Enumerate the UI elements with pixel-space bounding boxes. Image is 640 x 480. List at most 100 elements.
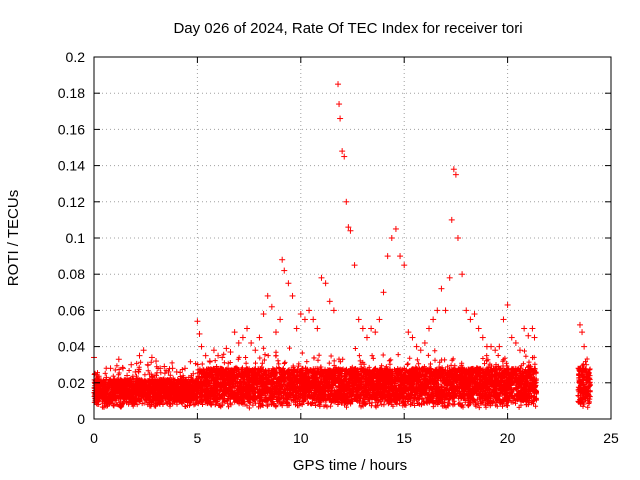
data-point bbox=[301, 316, 308, 323]
data-point bbox=[322, 280, 329, 287]
data-point bbox=[268, 303, 275, 310]
data-point bbox=[426, 325, 433, 332]
x-tick-label: 10 bbox=[293, 430, 309, 446]
data-point bbox=[306, 307, 313, 314]
data-point bbox=[223, 345, 230, 352]
data-point bbox=[467, 316, 474, 323]
data-point bbox=[314, 325, 321, 332]
data-point bbox=[198, 343, 205, 350]
chart-title: Day 026 of 2024, Rate Of TEC Index for r… bbox=[173, 20, 522, 37]
data-point bbox=[492, 347, 499, 354]
data-point bbox=[128, 361, 135, 368]
data-point bbox=[206, 358, 213, 365]
y-tick-label: 0.16 bbox=[58, 121, 85, 137]
data-point bbox=[196, 330, 203, 337]
data-point bbox=[264, 292, 271, 299]
data-point bbox=[525, 332, 532, 339]
data-point bbox=[177, 376, 184, 383]
data-point bbox=[310, 316, 317, 323]
y-tick-label: 0 bbox=[77, 411, 85, 427]
data-point bbox=[252, 347, 259, 354]
data-point bbox=[289, 292, 296, 299]
data-point bbox=[442, 307, 449, 314]
data-point bbox=[446, 274, 453, 281]
data-point bbox=[463, 307, 470, 314]
data-point bbox=[148, 354, 155, 361]
data-point bbox=[355, 316, 362, 323]
x-tick-label: 25 bbox=[603, 430, 619, 446]
data-point bbox=[132, 368, 139, 375]
data-point bbox=[124, 372, 131, 379]
data-point bbox=[500, 316, 507, 323]
y-tick-label: 0.1 bbox=[66, 230, 86, 246]
data-point bbox=[417, 347, 424, 354]
x-axis-label: GPS time / hours bbox=[293, 457, 407, 474]
data-point bbox=[384, 253, 391, 260]
data-point bbox=[421, 339, 428, 346]
data-point bbox=[401, 262, 408, 269]
data-point bbox=[101, 379, 108, 386]
data-point bbox=[529, 325, 536, 332]
data-point bbox=[359, 325, 366, 332]
data-point bbox=[392, 225, 399, 232]
data-point bbox=[272, 329, 279, 336]
data-point bbox=[186, 379, 193, 386]
data-point bbox=[438, 285, 445, 292]
data-point bbox=[281, 267, 288, 274]
data-point bbox=[326, 298, 333, 305]
data-point bbox=[341, 153, 348, 160]
data-point bbox=[285, 280, 292, 287]
data-points bbox=[91, 81, 592, 401]
y-tick-label: 0.04 bbox=[58, 339, 85, 355]
data-point bbox=[337, 115, 344, 122]
x-tick-label: 15 bbox=[396, 430, 412, 446]
data-point bbox=[496, 343, 503, 350]
data-point bbox=[585, 370, 592, 377]
data-point bbox=[219, 354, 226, 361]
data-point bbox=[409, 334, 416, 341]
data-point bbox=[380, 289, 387, 296]
data-point bbox=[227, 349, 234, 356]
data-point bbox=[318, 274, 325, 281]
data-point bbox=[161, 363, 168, 370]
data-point bbox=[345, 224, 352, 231]
data-point bbox=[260, 311, 267, 318]
data-point bbox=[397, 253, 404, 260]
data-point bbox=[512, 339, 519, 346]
y-axis-label: ROTI / TECUs bbox=[5, 190, 22, 286]
data-point bbox=[173, 368, 180, 375]
data-point bbox=[521, 325, 528, 332]
data-point bbox=[293, 325, 300, 332]
data-point bbox=[452, 171, 459, 178]
data-point bbox=[136, 352, 143, 359]
data-point bbox=[531, 334, 538, 341]
data-point bbox=[517, 347, 524, 354]
data-point bbox=[368, 325, 375, 332]
data-point bbox=[115, 356, 122, 363]
data-point bbox=[363, 334, 370, 341]
data-point bbox=[215, 352, 222, 359]
data-point bbox=[103, 374, 110, 381]
data-point bbox=[347, 227, 354, 234]
y-tick-label: 0.06 bbox=[58, 302, 85, 318]
data-point bbox=[504, 301, 511, 308]
data-point bbox=[210, 347, 217, 354]
data-point bbox=[111, 376, 118, 383]
data-point bbox=[165, 368, 172, 375]
data-point bbox=[339, 148, 346, 155]
data-point bbox=[413, 343, 420, 350]
data-point bbox=[92, 370, 99, 377]
data-point bbox=[235, 339, 242, 346]
data-point bbox=[405, 329, 412, 336]
data-point bbox=[256, 334, 263, 341]
data-point bbox=[488, 343, 495, 350]
data-point bbox=[279, 256, 286, 263]
y-tick-label: 0.12 bbox=[58, 194, 85, 210]
data-point bbox=[508, 334, 515, 341]
data-point bbox=[372, 329, 379, 336]
data-point bbox=[202, 352, 209, 359]
data-point bbox=[430, 316, 437, 323]
y-tick-label: 0.14 bbox=[58, 158, 85, 174]
data-point bbox=[119, 365, 126, 372]
x-tick-label: 5 bbox=[194, 430, 202, 446]
